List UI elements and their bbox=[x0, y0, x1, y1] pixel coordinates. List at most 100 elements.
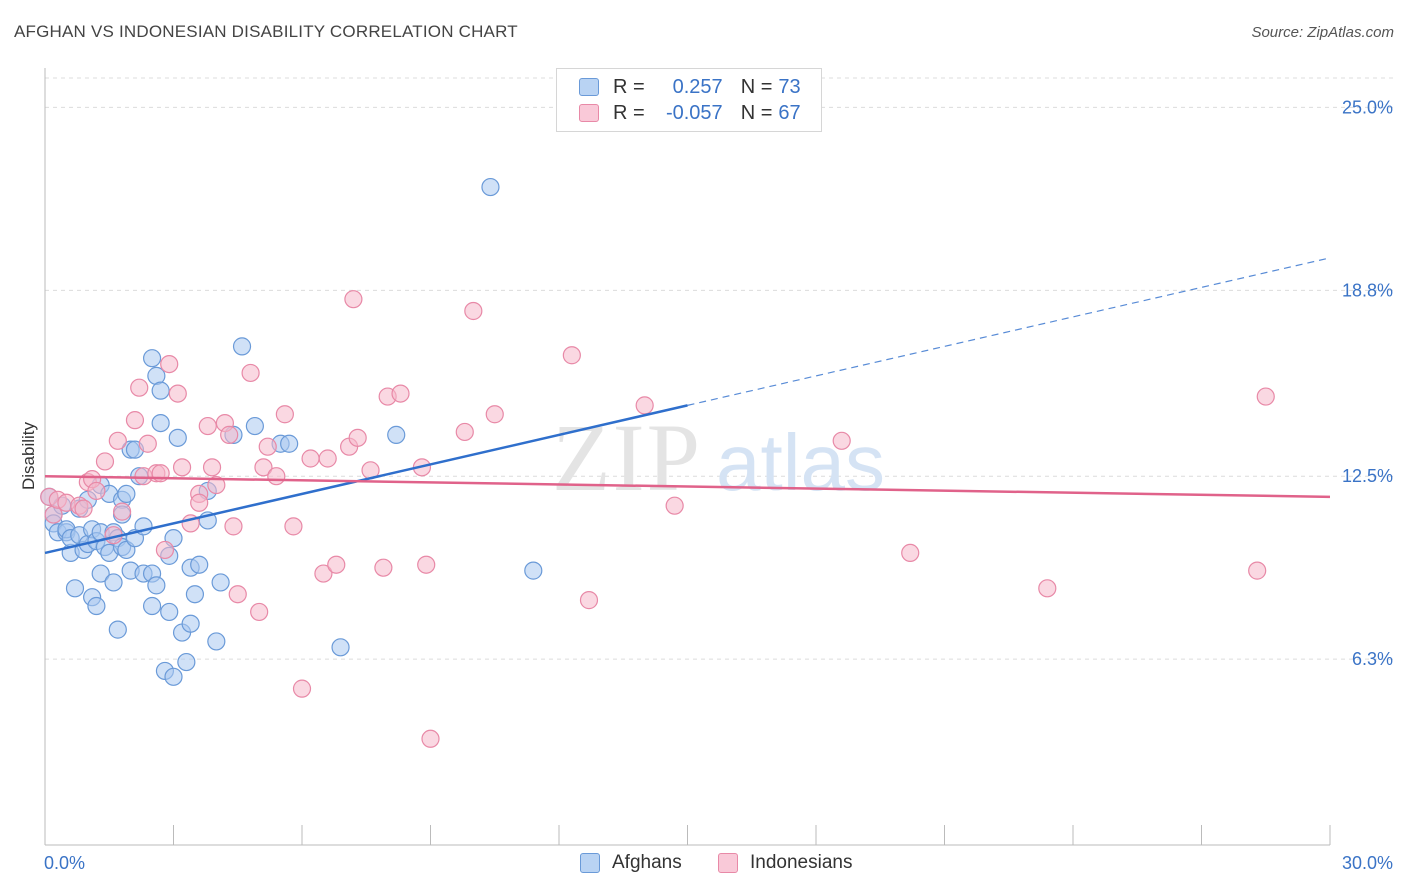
watermark-zip: ZIP bbox=[552, 404, 702, 511]
correlation-legend: R = 0.257 N = 73 R = -0.057 N = 67 bbox=[556, 68, 822, 132]
x-tick-label: 0.0% bbox=[44, 853, 85, 873]
afghans-point bbox=[147, 576, 166, 595]
indonesians-point bbox=[74, 499, 93, 518]
indonesians-point bbox=[160, 354, 179, 374]
afghans-trend-extension bbox=[687, 257, 1331, 406]
indonesians-point bbox=[228, 585, 247, 604]
indonesians-point bbox=[665, 496, 684, 515]
indonesians-point bbox=[318, 449, 337, 468]
watermark-atlas: atlas bbox=[716, 418, 885, 507]
indonesians-swatch bbox=[579, 104, 599, 122]
indonesians-legend-label: Indonesians bbox=[750, 852, 853, 873]
afghans-point bbox=[142, 596, 162, 616]
afghans-point bbox=[65, 579, 85, 598]
indonesians-point bbox=[220, 425, 239, 444]
indonesians-point bbox=[292, 679, 312, 698]
legend-r-label: R = bbox=[613, 101, 645, 124]
afghans-point bbox=[91, 564, 110, 583]
afghans-point bbox=[331, 638, 350, 657]
afghans-point bbox=[387, 425, 406, 444]
afghans-point bbox=[185, 585, 205, 604]
indonesians-point bbox=[464, 301, 483, 321]
afghans-point bbox=[164, 667, 183, 686]
indonesians-trend-line bbox=[44, 474, 1331, 499]
afghans-point bbox=[177, 652, 196, 672]
indonesians-point bbox=[1248, 561, 1267, 580]
indonesians-point bbox=[455, 422, 474, 442]
indonesians-point bbox=[241, 363, 260, 383]
afghans-point bbox=[108, 620, 127, 639]
afghans-point bbox=[481, 177, 500, 197]
indonesians-point bbox=[168, 384, 187, 403]
indonesians-point bbox=[417, 555, 436, 574]
afghans-point bbox=[142, 349, 162, 368]
legend-r-label: R = bbox=[613, 75, 645, 98]
y-tick-label: 12.5% bbox=[1342, 466, 1393, 486]
afghans-point bbox=[207, 632, 226, 651]
legend-r-value: -0.057 bbox=[665, 101, 723, 124]
indonesians-point bbox=[301, 449, 320, 468]
indonesians-point bbox=[207, 475, 226, 495]
y-tick-label: 25.0% bbox=[1342, 97, 1393, 117]
series-legend-indonesians: Indonesians bbox=[718, 852, 852, 874]
indonesians-point bbox=[374, 558, 393, 577]
legend-n-label: N = bbox=[740, 101, 773, 124]
afghans-point bbox=[524, 561, 543, 580]
indonesians-point bbox=[485, 405, 504, 424]
indonesians-point bbox=[832, 431, 851, 450]
afghans-legend-swatch bbox=[580, 853, 600, 873]
afghans-point bbox=[168, 428, 187, 447]
indonesians-point bbox=[198, 416, 217, 436]
legend-n-value: 67 bbox=[778, 101, 801, 124]
afghans-point bbox=[160, 602, 179, 622]
afghans-point bbox=[245, 416, 264, 436]
afghans-point bbox=[280, 434, 299, 453]
indonesians-point bbox=[87, 481, 106, 501]
legend-row-indonesians: R = -0.057 N = 67 bbox=[579, 101, 801, 125]
afghans-point bbox=[181, 614, 200, 633]
indonesians-point bbox=[190, 493, 209, 512]
indonesians-point bbox=[1038, 579, 1057, 598]
indonesians-point bbox=[125, 411, 145, 430]
indonesians-point bbox=[901, 543, 920, 563]
indonesians-point bbox=[155, 540, 175, 560]
indonesians-point bbox=[579, 591, 599, 610]
afghans-point bbox=[211, 573, 230, 592]
indonesians-point bbox=[254, 458, 273, 477]
indonesians-point bbox=[348, 428, 367, 447]
indonesians-point bbox=[108, 431, 127, 450]
indonesians-point bbox=[635, 396, 654, 415]
source-label: Source: ZipAtlas.com bbox=[1251, 24, 1394, 41]
indonesians-point bbox=[202, 458, 222, 477]
chart-title: AFGHAN VS INDONESIAN DISABILITY CORRELAT… bbox=[14, 22, 518, 41]
legend-row-afghans: R = 0.257 N = 73 bbox=[579, 75, 801, 99]
indonesians-point bbox=[130, 378, 149, 397]
indonesians-point bbox=[275, 405, 294, 424]
indonesians-point bbox=[95, 452, 115, 471]
afghans-point bbox=[232, 337, 252, 356]
afghans-point bbox=[190, 555, 209, 574]
indonesians-point bbox=[112, 502, 132, 521]
afghans-trend-line bbox=[44, 404, 688, 555]
indonesians-point bbox=[250, 602, 269, 622]
afghans-point bbox=[104, 573, 123, 592]
indonesians-point bbox=[327, 555, 346, 574]
legend-n-label: N = bbox=[740, 75, 773, 98]
afghans-point bbox=[151, 381, 170, 400]
indonesians-point bbox=[267, 467, 286, 486]
indonesians-point bbox=[224, 517, 243, 536]
y-tick-label: 18.8% bbox=[1342, 280, 1393, 300]
indonesians-point bbox=[344, 290, 363, 309]
indonesians-point bbox=[258, 437, 277, 456]
indonesians-point bbox=[314, 564, 333, 583]
y-tick-label: 6.3% bbox=[1352, 649, 1393, 669]
indonesians-point bbox=[391, 384, 410, 403]
afghans-legend-label: Afghans bbox=[612, 852, 682, 873]
legend-r-value: 0.257 bbox=[672, 75, 723, 98]
legend-n-value: 73 bbox=[778, 75, 801, 98]
afghans-point bbox=[117, 484, 136, 504]
afghans-swatch bbox=[579, 78, 599, 96]
afghans-point bbox=[151, 413, 170, 433]
series-legend-afghans: Afghans bbox=[580, 852, 682, 874]
